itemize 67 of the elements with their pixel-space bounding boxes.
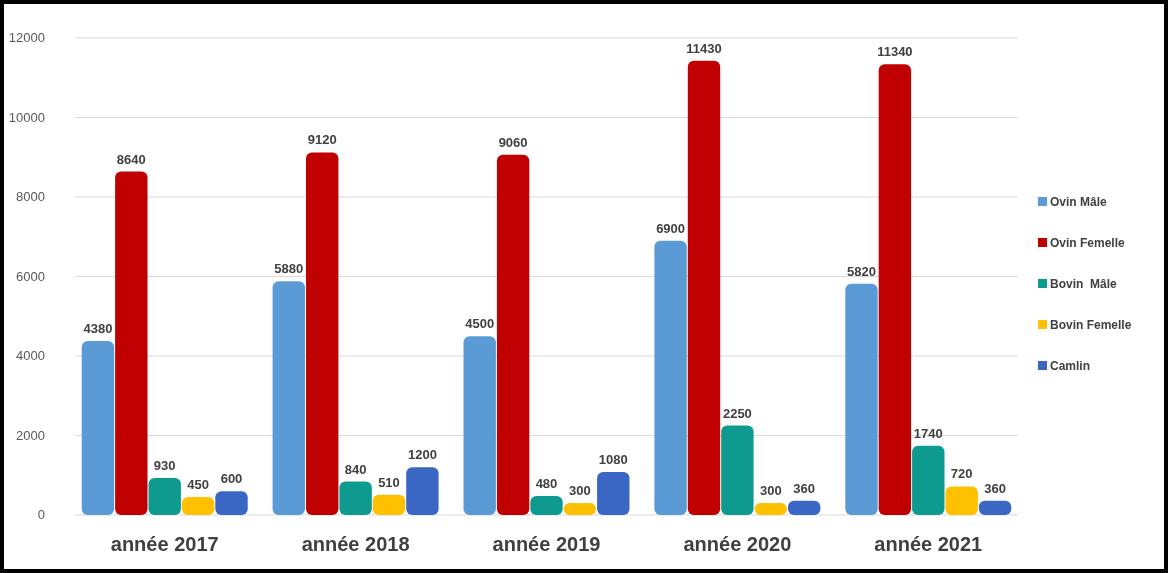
data-label: 360 <box>793 480 816 496</box>
x-tick-label: année 2017 <box>110 533 219 555</box>
data-label: 360 <box>984 480 1006 496</box>
bar <box>463 336 496 515</box>
bar <box>878 64 912 515</box>
bar <box>912 445 945 515</box>
legend-label: Bovin Femelle <box>1050 318 1132 332</box>
y-tick-label: 0 <box>37 507 45 522</box>
y-tick-label: 6000 <box>16 268 45 284</box>
bar <box>597 472 630 515</box>
data-label: 930 <box>153 458 176 474</box>
y-tick-label: 8000 <box>16 189 45 204</box>
data-label: 4380 <box>83 320 113 336</box>
data-label: 450 <box>187 477 209 493</box>
y-tick-label: 12000 <box>8 30 45 45</box>
data-label: 2250 <box>722 405 752 421</box>
data-label: 6900 <box>656 220 686 236</box>
bar <box>306 152 339 515</box>
data-label: 8640 <box>116 151 146 167</box>
data-label: 11340 <box>877 44 913 60</box>
bar <box>978 500 1012 515</box>
data-label: 480 <box>535 475 558 491</box>
y-tick-label: 2000 <box>16 427 45 443</box>
bar <box>654 240 687 515</box>
x-tick-label: année 2020 <box>683 533 792 555</box>
bar <box>845 283 878 515</box>
data-label: 5820 <box>847 263 876 279</box>
bar <box>687 60 721 515</box>
y-tick-label: 10000 <box>8 109 45 125</box>
bar <box>721 425 754 515</box>
data-label: 5880 <box>274 261 304 277</box>
bar <box>339 481 372 515</box>
x-tick-label: année 2019 <box>492 533 601 555</box>
bar <box>530 495 563 515</box>
data-label: 300 <box>569 483 591 499</box>
legend-label: Bovin Mâle <box>1050 277 1118 291</box>
data-label: 9120 <box>307 132 337 148</box>
bar <box>81 340 115 515</box>
data-label: 510 <box>378 474 400 490</box>
bar <box>148 478 181 515</box>
data-label: 1200 <box>407 447 437 463</box>
data-label: 9060 <box>498 134 528 150</box>
bar <box>372 494 406 515</box>
bar <box>945 486 978 515</box>
legend-label: Ovin Mâle <box>1050 195 1108 209</box>
y-tick-label: 4000 <box>16 348 45 363</box>
bar <box>787 500 821 515</box>
data-label: 720 <box>950 466 973 482</box>
bar <box>563 503 597 515</box>
bar <box>115 171 148 515</box>
bar <box>406 467 439 515</box>
data-label: 840 <box>344 461 367 477</box>
bar <box>754 503 787 515</box>
data-label: 300 <box>759 483 782 499</box>
data-label: 1080 <box>598 452 628 468</box>
x-tick-label: année 2021 <box>874 533 983 555</box>
bar <box>181 497 215 515</box>
legend-label: Ovin Femelle <box>1050 236 1126 250</box>
data-label: 600 <box>220 471 243 487</box>
data-label: 1740 <box>913 425 943 441</box>
bar <box>272 281 306 515</box>
data-label: 11430 <box>686 40 722 56</box>
data-label: 4500 <box>465 316 495 332</box>
bar <box>496 154 530 515</box>
bar <box>215 491 248 515</box>
x-tick-label: année 2018 <box>301 533 410 555</box>
legend-label: Camlin <box>1050 359 1091 373</box>
